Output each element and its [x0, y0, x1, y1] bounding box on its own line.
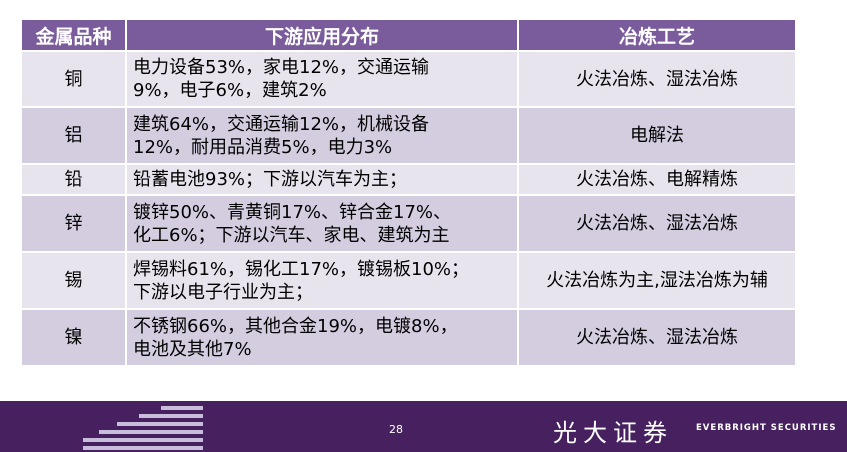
- use-line: 不锈钢66%，其他合金19%，电镀8%，: [133, 315, 458, 337]
- brand-logo-cn: 光大证券: [553, 419, 673, 447]
- process-cell: 火法冶炼、湿法冶炼: [517, 308, 797, 367]
- metal-cell: 锌: [20, 194, 127, 253]
- use-line: 化工6%；下游以汽车、家电、建筑为主: [133, 224, 450, 246]
- use-line: 12%，耐用品消费5%，电力3%: [133, 136, 393, 158]
- metal-table: 金属品种 下游应用分布 冶炼工艺 铜 电力设备53%，家电12%，交通运输 9%…: [20, 18, 797, 367]
- table-header-row: 金属品种 下游应用分布 冶炼工艺: [20, 18, 797, 52]
- metal-cell: 镍: [20, 308, 127, 367]
- header-smelting-process: 冶炼工艺: [517, 18, 797, 52]
- process-cell: 火法冶炼、电解精炼: [517, 163, 797, 196]
- brand-name-en: EVERBRIGHT SECURITIES: [696, 423, 837, 433]
- metal-cell: 铅: [20, 163, 127, 196]
- process-cell: 火法冶炼为主,湿法冶炼为辅: [517, 251, 797, 310]
- metal-cell: 锡: [20, 251, 127, 310]
- process-cell: 火法冶炼、湿法冶炼: [517, 50, 797, 108]
- use-line: 电池及其他7%: [133, 338, 252, 360]
- use-cell: 建筑64%，交通运输12%，机械设备 12%，耐用品消费5%，电力3%: [125, 106, 519, 165]
- use-line: 下游以电子行业为主；: [133, 281, 313, 303]
- use-line: 建筑64%，交通运输12%，机械设备: [133, 113, 430, 135]
- use-cell: 铅蓄电池93%；下游以汽车为主；: [125, 163, 519, 196]
- use-cell: 不锈钢66%，其他合金19%，电镀8%， 电池及其他7%: [125, 308, 519, 367]
- metal-cell: 铝: [20, 106, 127, 165]
- table-row: 铝 建筑64%，交通运输12%，机械设备 12%，耐用品消费5%，电力3% 电解…: [20, 106, 797, 165]
- table-row: 铅 铅蓄电池93%；下游以汽车为主； 火法冶炼、电解精炼: [20, 163, 797, 196]
- use-cell: 焊锡料61%，锡化工17%，镀锡板10%； 下游以电子行业为主；: [125, 251, 519, 310]
- table-row: 锡 焊锡料61%，锡化工17%，镀锡板10%； 下游以电子行业为主； 火法冶炼为…: [20, 251, 797, 310]
- use-line: 铅蓄电池93%；下游以汽车为主；: [133, 169, 408, 190]
- use-cell: 镀锌50%、青黄铜17%、锌合金17%、 化工6%；下游以汽车、家电、建筑为主: [125, 194, 519, 253]
- header-metal: 金属品种: [20, 18, 127, 52]
- metal-cell: 铜: [20, 50, 127, 108]
- use-cell: 电力设备53%，家电12%，交通运输 9%，电子6%，建筑2%: [125, 50, 519, 108]
- footer-bar: 28 光大证券 EVERBRIGHT SECURITIES: [0, 401, 847, 452]
- use-line: 镀锌50%、青黄铜17%、锌合金17%、: [133, 201, 452, 223]
- decorative-stripes: [83, 401, 203, 452]
- process-cell: 电解法: [517, 106, 797, 165]
- table-row: 镍 不锈钢66%，其他合金19%，电镀8%， 电池及其他7% 火法冶炼、湿法冶炼: [20, 308, 797, 367]
- process-cell: 火法冶炼、湿法冶炼: [517, 194, 797, 253]
- use-line: 电力设备53%，家电12%，交通运输: [133, 57, 430, 78]
- use-line: 焊锡料61%，锡化工17%，镀锡板10%；: [133, 258, 470, 280]
- table-row: 锌 镀锌50%、青黄铜17%、锌合金17%、 化工6%；下游以汽车、家电、建筑为…: [20, 194, 797, 253]
- use-line: 9%，电子6%，建筑2%: [133, 80, 327, 101]
- page-number: 28: [389, 423, 403, 436]
- table-row: 铜 电力设备53%，家电12%，交通运输 9%，电子6%，建筑2% 火法冶炼、湿…: [20, 50, 797, 108]
- header-downstream-use: 下游应用分布: [125, 18, 519, 52]
